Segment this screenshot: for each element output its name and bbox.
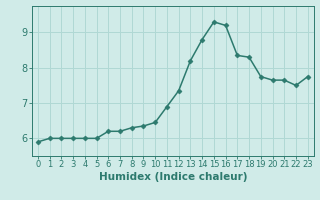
X-axis label: Humidex (Indice chaleur): Humidex (Indice chaleur) xyxy=(99,172,247,182)
